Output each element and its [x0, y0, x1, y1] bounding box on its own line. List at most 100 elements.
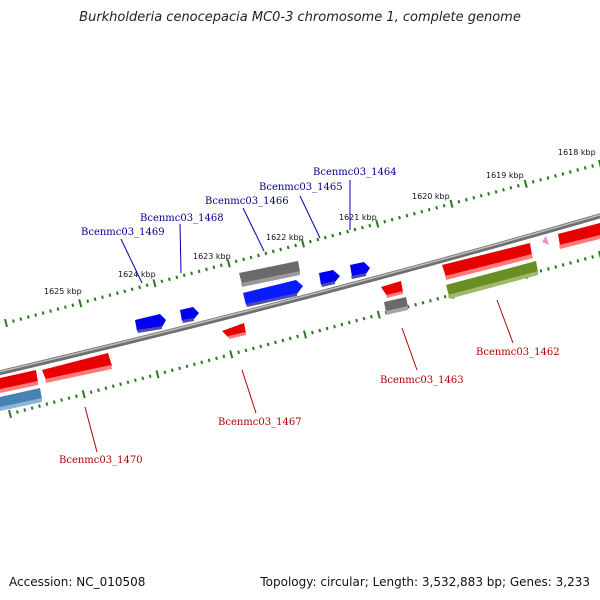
gene-label-1464[interactable]: Bcenmc03_1464	[313, 167, 397, 178]
scale-minor-tick	[237, 350, 240, 355]
scale-minor-tick	[116, 291, 119, 295]
scale-minor-tick	[205, 267, 208, 272]
scale-minor-tick	[539, 178, 542, 182]
scale-minor-tick	[421, 300, 425, 305]
scale-minor-tick	[97, 388, 100, 392]
scale-minor-tick	[311, 330, 314, 335]
gene-red-far-right[interactable]	[558, 223, 600, 249]
scale-minor-tick	[398, 215, 401, 220]
scale-minor-tick	[197, 269, 201, 274]
gene-bcenmc03-1465[interactable]	[319, 270, 340, 287]
gene-bcenmc03-1463[interactable]	[381, 281, 403, 298]
gene-label-1467[interactable]: Bcenmc03_1467	[218, 417, 302, 428]
scale-minor-tick	[361, 225, 364, 230]
scale-minor-tick	[175, 275, 179, 280]
gene-bcenmc03-1466[interactable]	[243, 280, 303, 307]
gene-label-1463[interactable]: Bcenmc03_1463	[380, 375, 464, 386]
scale-minor-tick	[104, 386, 108, 390]
scale-minor-tick	[539, 269, 543, 273]
scale-major-tick	[4, 318, 8, 328]
scale-minor-tick	[274, 340, 277, 345]
scale-minor-tick	[338, 231, 342, 236]
leader-1469	[120, 238, 143, 284]
scale-minor-tick	[207, 358, 211, 363]
scale-minor-tick	[502, 188, 505, 192]
leader-1465	[299, 195, 321, 239]
scale-minor-tick	[200, 360, 204, 365]
scale-minor-tick	[71, 303, 75, 307]
minus-strand-genes	[0, 223, 600, 411]
gene-label-1465[interactable]: Bcenmc03_1465	[259, 182, 343, 193]
gene-steelblue-left[interactable]	[0, 388, 42, 411]
scale-minor-tick	[193, 362, 196, 367]
scale-minor-tick	[494, 190, 498, 194]
scale-minor-tick	[182, 273, 186, 278]
scale-minor-tick	[271, 249, 275, 254]
scale-minor-tick	[190, 271, 193, 276]
scale-major-tick	[375, 219, 380, 228]
scale-minor-tick	[413, 211, 416, 216]
scale-minor-tick	[212, 265, 216, 270]
ruler-label-1621: 1621 kbp	[339, 213, 377, 222]
scale-minor-tick	[347, 320, 351, 325]
gene-gray-plus[interactable]	[239, 261, 300, 287]
gene-red-left-edge[interactable]	[0, 370, 38, 393]
scale-minor-tick	[134, 378, 137, 383]
scale-minor-tick	[26, 315, 30, 319]
leader-1463	[401, 327, 418, 371]
ruler-label-1622: 1622 kbp	[266, 233, 304, 242]
scale-minor-tick	[457, 199, 461, 204]
scale-major-tick	[376, 310, 381, 319]
leader-1466	[242, 207, 265, 252]
scale-minor-tick	[252, 346, 255, 351]
scale-major-tick	[155, 370, 160, 379]
gene-pink-small[interactable]	[542, 236, 549, 245]
scale-minor-tick	[12, 319, 15, 323]
map-title: Burkholderia cenocepacia MC0-3 chromosom…	[79, 10, 521, 25]
scale-minor-tick	[368, 223, 372, 228]
scale-minor-tick	[34, 313, 38, 317]
scale-minor-tick	[123, 289, 127, 293]
scale-minor-tick	[49, 309, 52, 313]
scale-minor-tick	[591, 255, 594, 259]
gene-bcenmc03-1467[interactable]	[222, 323, 246, 339]
scale-minor-tick	[370, 314, 373, 319]
scale-minor-tick	[390, 217, 394, 222]
scale-minor-tick	[296, 334, 299, 339]
gene-label-1468[interactable]: Bcenmc03_1468	[140, 213, 224, 224]
scale-minor-tick	[568, 170, 572, 174]
scale-major-tick	[226, 259, 231, 268]
gene-bcenmc03-1464[interactable]	[350, 262, 370, 279]
scale-minor-tick	[30, 406, 34, 410]
scale-minor-tick	[294, 243, 297, 248]
scale-minor-tick	[160, 279, 164, 284]
scale-minor-tick	[309, 239, 312, 244]
scale-major-tick	[152, 279, 157, 288]
scale-minor-tick	[331, 233, 335, 238]
gene-gray-minus[interactable]	[384, 297, 408, 315]
scale-minor-tick	[464, 197, 468, 202]
scale-minor-tick	[325, 326, 329, 331]
leader-1470	[84, 406, 98, 453]
gene-label-1470[interactable]: Bcenmc03_1470	[59, 455, 143, 466]
scale-minor-tick	[138, 285, 142, 290]
scale-minor-tick	[148, 374, 152, 379]
gene-label-1462[interactable]: Bcenmc03_1462	[476, 347, 560, 358]
gene-label-1466[interactable]: Bcenmc03_1466	[205, 196, 289, 207]
gene-olive-minus[interactable]	[446, 261, 538, 299]
gene-bcenmc03-1462[interactable]	[442, 243, 533, 280]
scale-minor-tick	[45, 402, 49, 406]
scale-major-tick	[598, 250, 600, 260]
scale-minor-tick	[279, 247, 283, 252]
scale-minor-tick	[266, 342, 270, 347]
scale-minor-tick	[185, 364, 189, 369]
gene-bcenmc03-1470-red[interactable]	[42, 353, 112, 383]
scale-minor-tick	[145, 283, 149, 288]
gene-bcenmc03-1468[interactable]	[180, 307, 199, 323]
scale-minor-tick	[472, 195, 476, 200]
scale-minor-tick	[420, 209, 424, 214]
scale-minor-tick	[222, 354, 226, 359]
gene-label-1469[interactable]: Bcenmc03_1469	[81, 227, 165, 238]
gene-bcenmc03-1469[interactable]	[135, 314, 166, 333]
